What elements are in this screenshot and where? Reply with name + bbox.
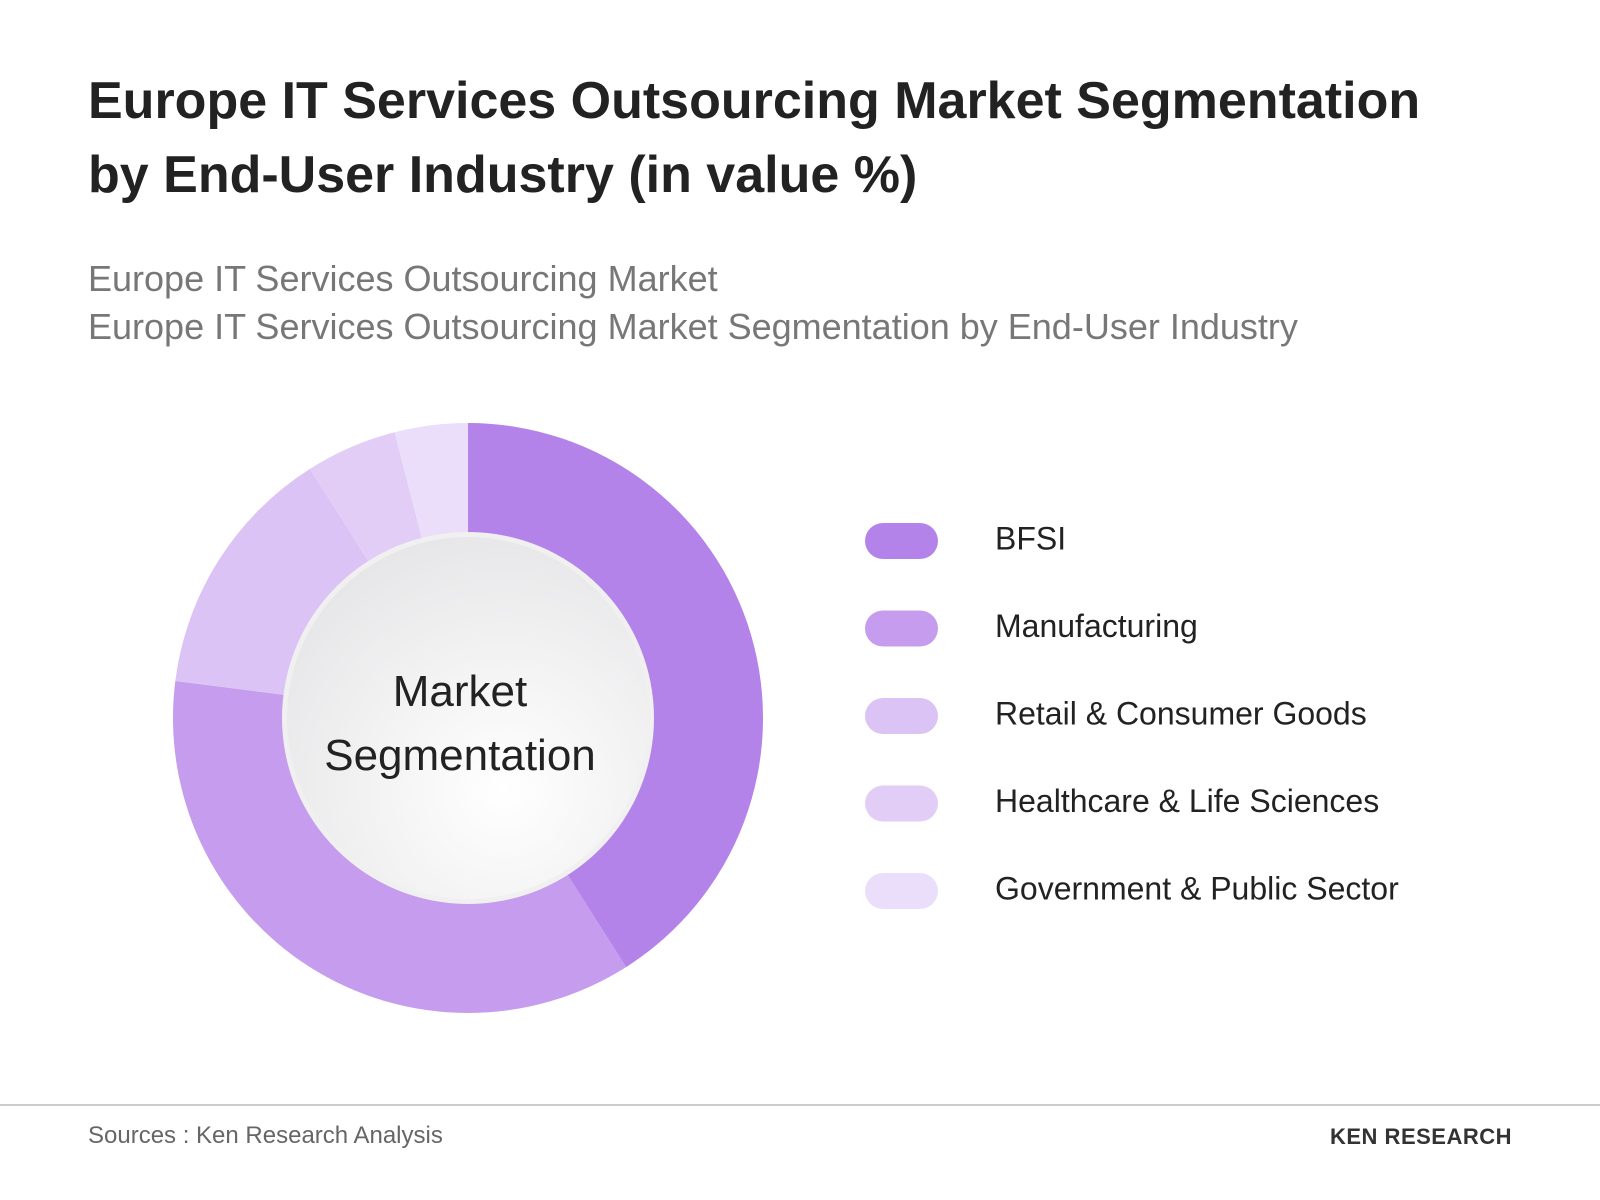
legend-label: Healthcare & Life Sciences: [995, 783, 1379, 819]
center-label: Market Segmentation: [324, 667, 596, 780]
legend-label: Retail & Consumer Goods: [995, 695, 1367, 731]
legend-swatch: [865, 610, 938, 647]
legend-label: Government & Public Sector: [995, 870, 1399, 906]
legend-swatch: [865, 873, 938, 909]
donut-segment: [175, 468, 377, 697]
legend-label: BFSI: [995, 520, 1066, 556]
legend-swatch: [865, 698, 938, 734]
chart-title: Europe IT Services Outsourcing Market Se…: [88, 72, 1421, 204]
donut-segment: [309, 432, 426, 575]
brand: KEN RESEARCH: [1330, 1124, 1513, 1149]
center-circle: [287, 537, 649, 899]
subtitle: Europe IT Services Outsourcing Market: [88, 258, 718, 299]
source: Sources : Ken Research Analysis: [88, 1122, 443, 1149]
legend-label: Manufacturing: [995, 608, 1198, 644]
subtitle: Europe IT Services Outsourcing Market Se…: [88, 306, 1298, 347]
legend-swatch: [865, 785, 938, 822]
donut-segment: [173, 681, 627, 1013]
legend-swatch: [865, 523, 938, 559]
donut-segment: [394, 423, 468, 554]
